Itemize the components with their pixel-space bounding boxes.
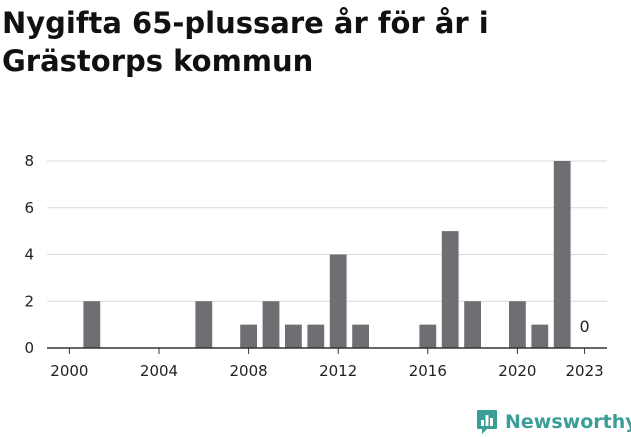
bar-2011 (307, 324, 325, 348)
y-tick-label-0: 0 (24, 339, 34, 357)
x-tick-label-2023: 2023 (566, 362, 604, 380)
bar-2001 (83, 301, 101, 348)
bar-2009 (262, 301, 280, 348)
bars (83, 161, 571, 348)
x-axis: 2000 2004 2008 2012 2016 2020 2023 (47, 347, 607, 380)
x-tick-label-2020: 2020 (498, 362, 536, 380)
bar-2008 (240, 324, 257, 348)
x-tick-label-2016: 2016 (409, 362, 447, 380)
bar-2012 (329, 254, 347, 348)
data-labels: 0 (580, 317, 590, 336)
x-tick-label-2008: 2008 (230, 362, 268, 380)
data-label-2023: 0 (580, 317, 590, 336)
bar-2018 (464, 301, 481, 348)
chart-title: Nygifta 65-plussare år för år i Grästorp… (2, 6, 489, 78)
bar-2010 (285, 324, 302, 348)
newsworthy-logo-icon (477, 410, 497, 434)
bar-2017 (441, 231, 459, 348)
bar-2020 (509, 301, 526, 348)
x-tick-label-2000: 2000 (50, 362, 88, 380)
newsworthy-logo[interactable]: Newsworthy (476, 406, 631, 438)
bar-2016 (419, 324, 437, 348)
y-axis-labels: 0 2 4 6 8 (24, 152, 34, 357)
x-tick-label-2004: 2004 (140, 362, 178, 380)
y-tick-label-6: 6 (24, 199, 34, 217)
bar-2022 (553, 161, 571, 348)
gridlines (47, 160, 607, 302)
bar-2021 (531, 324, 549, 348)
y-tick-label-8: 8 (24, 152, 34, 170)
y-tick-label-4: 4 (24, 246, 34, 264)
y-tick-label-2: 2 (24, 292, 34, 310)
bar-2006 (195, 301, 213, 348)
bar-2013 (352, 324, 369, 348)
brand-name: Newsworthy (505, 411, 631, 433)
x-tick-label-2012: 2012 (319, 362, 357, 380)
